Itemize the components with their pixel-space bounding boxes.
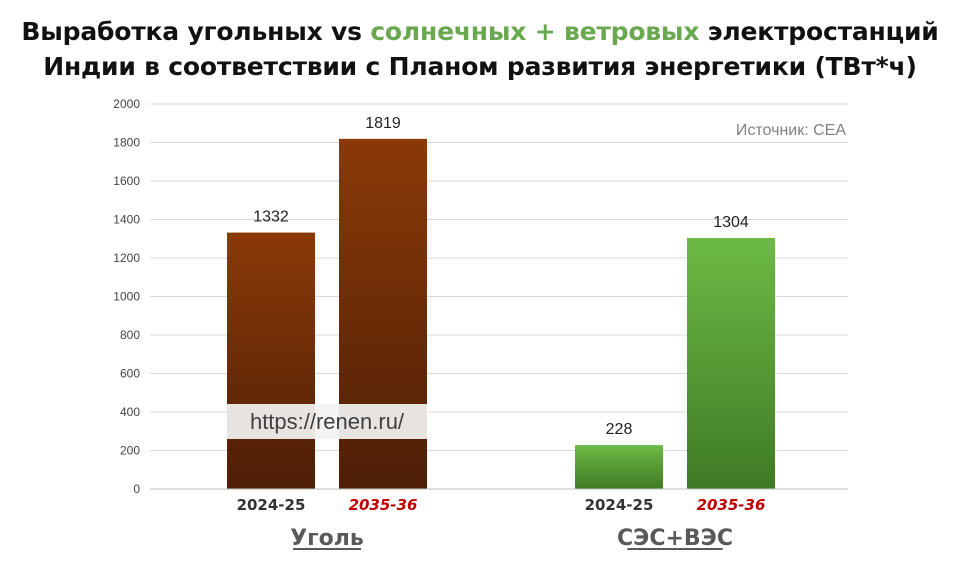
data-label: 1819 [365,115,401,132]
group-label: Уголь [290,526,364,551]
y-tick-label: 2000 [113,97,140,111]
chart-title-line-1: Выработка угольных vs солнечных + ветров… [0,17,960,46]
y-tick-label: 600 [120,367,140,381]
y-tick-label: 1000 [113,290,140,304]
group-labels: Уголь СЭС+ВЭС [290,526,733,551]
x-tick-label: 2024-25 [237,496,306,514]
value-labels: 1332 1819 228 1304 [253,115,749,438]
data-label: 1332 [253,209,289,226]
y-tick-label: 1600 [113,174,140,188]
y-tick-label: 400 [120,405,140,419]
bar [575,445,663,489]
chart-title-line-2: Индии в соответствии с Планом развития э… [43,52,917,81]
watermark-text: https://renen.ru/ [250,409,405,434]
y-tick-label: 1200 [113,251,140,265]
y-tick-label: 1800 [113,136,140,150]
bar [227,232,315,489]
source-note: Источник: CEA [736,122,846,139]
x-tick-label: 2024-25 [585,496,654,514]
x-tick-label: 2035-36 [349,496,418,514]
watermark: https://renen.ru/ [227,404,427,439]
title-part-after: электростанций [699,17,939,46]
title-part-before: Выработка угольных vs [21,17,371,46]
bar [687,237,775,489]
bars [227,138,775,489]
data-label: 1304 [713,214,749,231]
y-tick-label: 1400 [113,213,140,227]
title-highlight-solar-wind: солнечных + ветровых [370,17,700,46]
category-labels: 2024-25 2035-36 2024-25 2035-36 [237,496,766,514]
y-tick-label: 200 [120,444,140,458]
y-axis: 0 200 400 600 800 1000 1200 1400 1600 1800 2000 [113,97,140,496]
group-label: СЭС+ВЭС [617,526,733,551]
watermark-background [227,404,427,439]
data-label: 228 [606,421,633,438]
y-tick-label: 800 [120,328,140,342]
x-tick-label: 2035-36 [697,496,766,514]
y-tick-label: 0 [133,482,140,496]
